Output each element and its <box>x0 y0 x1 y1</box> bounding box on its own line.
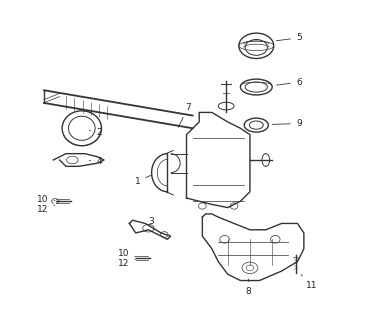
Text: 7: 7 <box>178 103 191 127</box>
Text: 6: 6 <box>276 78 302 87</box>
Text: 2: 2 <box>89 128 102 137</box>
Text: 10: 10 <box>118 249 136 258</box>
Text: 9: 9 <box>272 119 302 128</box>
Text: 8: 8 <box>245 279 251 296</box>
Text: 12: 12 <box>37 205 55 214</box>
Text: 5: 5 <box>276 33 302 42</box>
Text: 4: 4 <box>89 157 102 166</box>
Text: 1: 1 <box>135 175 151 186</box>
Text: 12: 12 <box>118 259 136 268</box>
Text: 11: 11 <box>301 275 317 290</box>
Text: 3: 3 <box>148 217 154 226</box>
Text: 10: 10 <box>37 195 55 204</box>
